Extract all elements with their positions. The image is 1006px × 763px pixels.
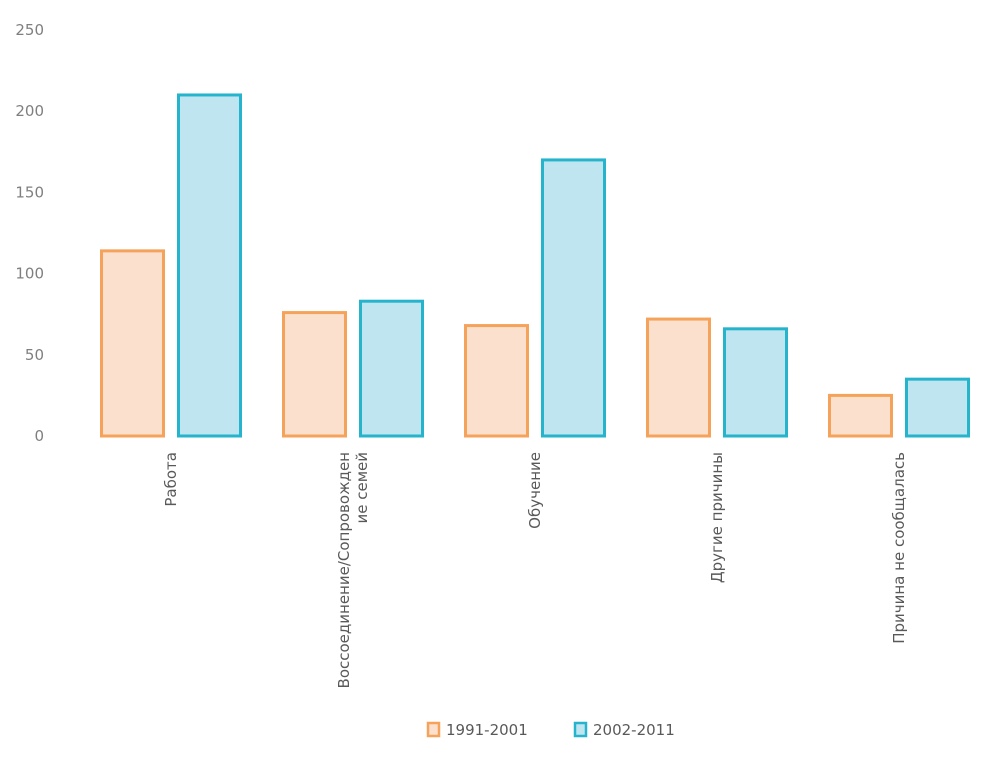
bar-1991-2001-1 bbox=[282, 311, 347, 438]
bar-1991-2001-2 bbox=[464, 324, 529, 438]
bar-1991-2001-3 bbox=[646, 317, 711, 438]
legend-label: 2002-2011 bbox=[593, 721, 675, 739]
bar-2002-2011-1 bbox=[359, 299, 424, 438]
category-label: Причина не сообщалась bbox=[890, 452, 908, 644]
y-tick-label: 200 bbox=[15, 102, 44, 120]
category-label: ие семей bbox=[353, 452, 371, 524]
category-label: Работа bbox=[162, 452, 180, 507]
y-axis: 0 50 100 150 200 250 bbox=[15, 21, 44, 445]
bar-2002-2011-2 bbox=[541, 158, 606, 438]
y-tick-label: 150 bbox=[15, 183, 44, 201]
bar-2002-2011-0 bbox=[177, 93, 242, 438]
bar-2002-2011-4 bbox=[905, 377, 970, 438]
y-tick-label: 250 bbox=[15, 21, 44, 39]
category-label: Обучение bbox=[526, 452, 544, 529]
category-labels: Работа Воссоединение/Сопровожден ие семей О… bbox=[162, 452, 908, 688]
bar-2002-2011-3 bbox=[723, 327, 788, 438]
legend: 1991-2001 2002-2011 bbox=[426, 721, 675, 739]
bar-1991-2001-0 bbox=[100, 249, 165, 438]
legend-label: 1991-2001 bbox=[446, 721, 528, 739]
y-tick-label: 0 bbox=[34, 427, 44, 445]
bars bbox=[100, 93, 970, 438]
legend-swatch bbox=[573, 721, 588, 738]
category-label: Другие причины bbox=[708, 452, 726, 583]
y-tick-label: 100 bbox=[15, 265, 44, 283]
bar-1991-2001-4 bbox=[828, 393, 893, 438]
legend-swatch bbox=[426, 721, 441, 738]
y-tick-label: 50 bbox=[25, 346, 44, 364]
category-label: Воссоединение/Сопровожден bbox=[335, 452, 353, 688]
